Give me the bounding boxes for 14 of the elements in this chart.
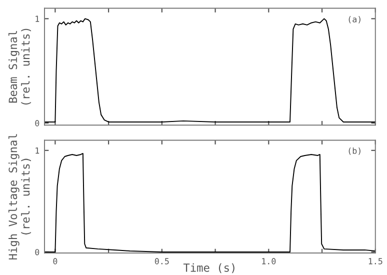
y-tick-label: 1 [36,148,40,154]
x-tick-label: 1.5 [368,258,382,264]
y-tick-label: 0 [35,120,40,126]
line-series [44,18,376,122]
x-tick-label: 0 [53,258,58,264]
annotation: (b) [348,147,360,155]
x-axis-title: Time (s) [183,263,234,274]
y-tick-label: 0 [35,248,40,256]
y-tick-label: 1 [36,16,40,22]
y-axis-title: Beam Signal (rel. units) [8,28,32,105]
y-axis-title: High Voltage Signal (rel. units) [8,134,32,260]
x-tick-label: 1.0 [262,258,276,264]
annotation: (a) [348,16,360,24]
x-tick-label: 0.5 [154,258,169,264]
